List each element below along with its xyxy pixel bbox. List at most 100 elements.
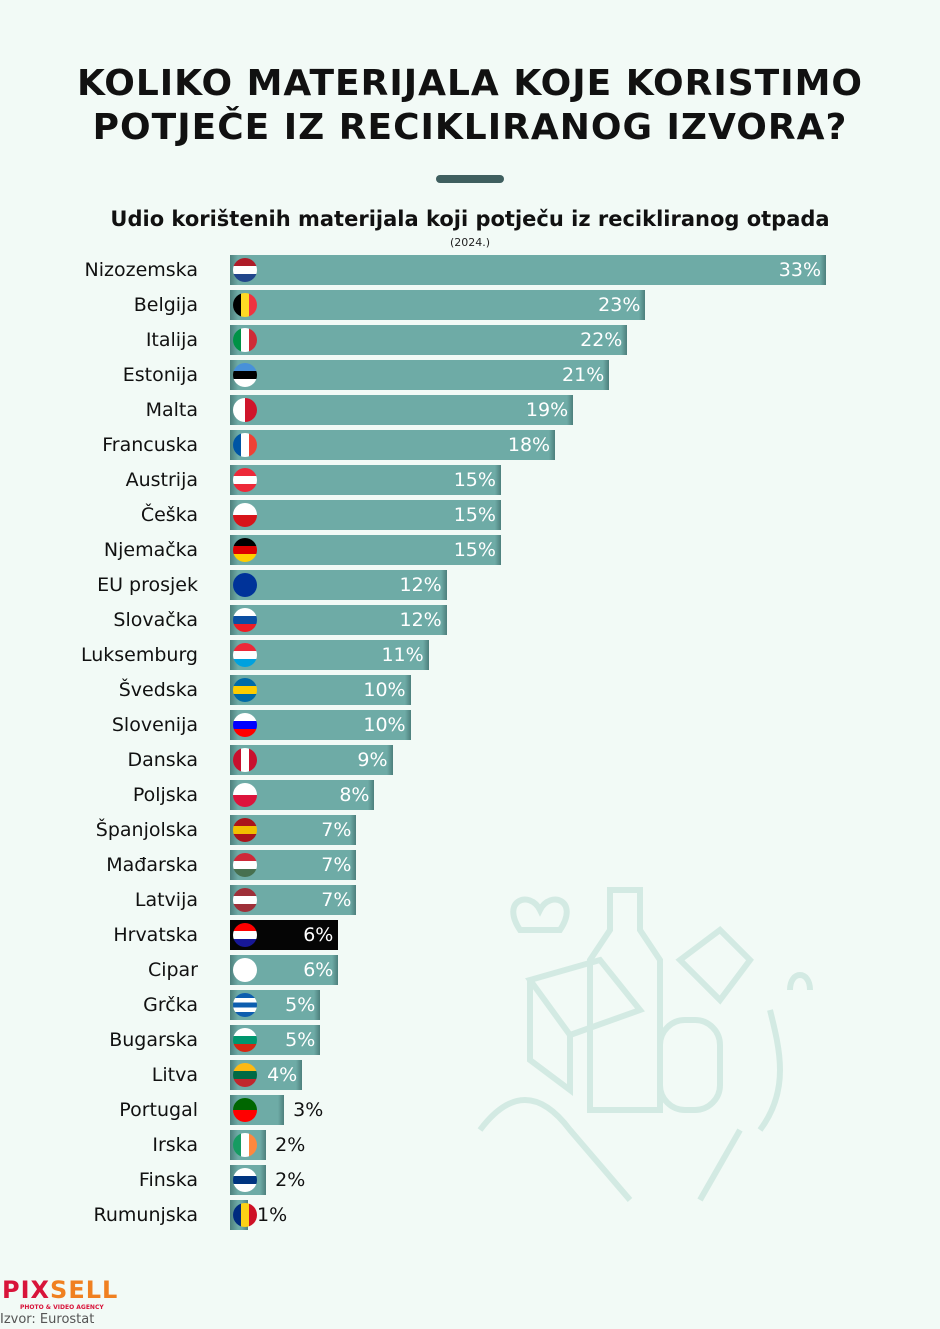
flag-icon bbox=[233, 993, 257, 1017]
value-label: 22% bbox=[580, 329, 623, 351]
bar-row: EU prosjek 12% bbox=[0, 570, 940, 600]
bar-row: Portugal 3% bbox=[0, 1095, 940, 1125]
bar-row: Mađarska 7% bbox=[0, 850, 940, 880]
category-label: Bugarska bbox=[109, 1029, 198, 1051]
flag-icon bbox=[233, 538, 257, 562]
bar-row: Hrvatska 6% bbox=[0, 920, 940, 950]
category-label: Danska bbox=[127, 749, 198, 771]
value-label: 6% bbox=[303, 924, 334, 946]
source-note: Izvor: Eurostat bbox=[0, 1312, 95, 1327]
bar bbox=[230, 430, 556, 460]
category-label: Irska bbox=[152, 1134, 198, 1156]
bar-row: Belgija 23% bbox=[0, 290, 940, 320]
category-label: Nizozemska bbox=[84, 259, 198, 281]
category-label: Grčka bbox=[143, 994, 198, 1016]
category-label: Austrija bbox=[125, 469, 198, 491]
category-label: Poljska bbox=[132, 784, 198, 806]
value-label: 3% bbox=[293, 1099, 324, 1121]
category-label: Mađarska bbox=[106, 854, 198, 876]
bar-row: Rumunjska 1% bbox=[0, 1200, 940, 1230]
bar-row: Finska 2% bbox=[0, 1165, 940, 1195]
value-label: 19% bbox=[525, 399, 569, 421]
value-label: 8% bbox=[339, 784, 370, 806]
flag-icon bbox=[233, 923, 257, 947]
category-label: Cipar bbox=[147, 959, 198, 981]
bar-row: Švedska 10% bbox=[0, 675, 940, 705]
pixsell-logo: PIXSELL bbox=[2, 1278, 118, 1303]
value-label: 11% bbox=[381, 644, 424, 666]
flag-icon bbox=[233, 503, 257, 527]
flag-icon bbox=[233, 783, 257, 807]
bar bbox=[230, 710, 411, 740]
value-label: 10% bbox=[363, 714, 406, 736]
bar bbox=[230, 605, 447, 635]
logo-tagline: PHOTO & VIDEO AGENCY bbox=[20, 1304, 104, 1311]
bar-row: Cipar 6% bbox=[0, 955, 940, 985]
bar-row: Latvija 7% bbox=[0, 885, 940, 915]
chart-title: Udio korištenih materijala koji potječu … bbox=[110, 207, 830, 231]
bar-row: Italija 22% bbox=[0, 325, 940, 355]
title-line-1: KOLIKO MATERIJALA KOJE KORISTIMO bbox=[76, 63, 864, 104]
value-label: 2% bbox=[275, 1169, 306, 1191]
category-label: Finska bbox=[138, 1169, 198, 1191]
category-label: Estonija bbox=[122, 364, 198, 386]
category-label: Italija bbox=[145, 329, 198, 351]
bar-row: Malta 19% bbox=[0, 395, 940, 425]
bar bbox=[230, 535, 501, 565]
bar-row: Litva 4% bbox=[0, 1060, 940, 1090]
flag-icon bbox=[233, 1098, 257, 1122]
bar-row: Francuska 18% bbox=[0, 430, 940, 460]
flag-icon bbox=[233, 1203, 257, 1227]
value-label: 21% bbox=[562, 364, 605, 386]
flag-icon bbox=[233, 363, 257, 387]
category-label: Malta bbox=[145, 399, 198, 421]
bar-row: Češka 15% bbox=[0, 500, 940, 530]
flag-icon bbox=[233, 888, 257, 912]
value-label: 33% bbox=[778, 259, 821, 281]
category-label: Francuska bbox=[102, 434, 198, 456]
flag-icon bbox=[233, 678, 257, 702]
value-label: 15% bbox=[453, 469, 496, 491]
value-label: 18% bbox=[507, 434, 551, 456]
value-label: 9% bbox=[357, 749, 388, 771]
bar-row: Austrija 15% bbox=[0, 465, 940, 495]
bar bbox=[230, 465, 501, 495]
category-label: Slovenija bbox=[111, 714, 198, 736]
page-title: KOLIKO MATERIJALA KOJE KORISTIMO POTJEČE… bbox=[0, 62, 940, 150]
category-label: Latvija bbox=[134, 889, 198, 911]
bar-row: Irska 2% bbox=[0, 1130, 940, 1160]
flag-icon bbox=[233, 573, 257, 597]
value-label: 12% bbox=[399, 574, 442, 596]
logo-part-1: PIX bbox=[2, 1276, 51, 1304]
bar-row: Luksemburg 11% bbox=[0, 640, 940, 670]
bar-row: Danska 9% bbox=[0, 745, 940, 775]
bar-row: Španjolska 7% bbox=[0, 815, 940, 845]
bar bbox=[230, 570, 447, 600]
value-label: 5% bbox=[285, 1029, 316, 1051]
flag-icon bbox=[233, 1028, 257, 1052]
flag-icon bbox=[233, 1168, 257, 1192]
flag-icon bbox=[233, 328, 257, 352]
category-label: Belgija bbox=[133, 294, 198, 316]
bar-row: Slovenija 10% bbox=[0, 710, 940, 740]
category-label: Češka bbox=[140, 504, 198, 526]
flag-icon bbox=[233, 818, 257, 842]
bar-row: Estonija 21% bbox=[0, 360, 940, 390]
flag-icon bbox=[233, 713, 257, 737]
value-label: 7% bbox=[321, 889, 352, 911]
bar bbox=[230, 360, 610, 390]
value-label: 15% bbox=[453, 504, 496, 526]
chart-subtitle: (2024.) bbox=[449, 236, 491, 249]
flag-icon bbox=[233, 258, 257, 282]
flag-icon bbox=[233, 608, 257, 632]
value-label: 4% bbox=[267, 1064, 298, 1086]
category-label: Slovačka bbox=[113, 609, 198, 631]
logo-part-2: SELL bbox=[50, 1276, 119, 1304]
flag-icon bbox=[233, 293, 257, 317]
title-line-2: POTJEČE IZ RECIKLIRANOG IZVORA? bbox=[92, 107, 848, 148]
bar bbox=[230, 500, 501, 530]
bar bbox=[230, 325, 628, 355]
category-label: Luksemburg bbox=[80, 644, 198, 666]
flag-icon bbox=[233, 433, 257, 457]
category-label: EU prosjek bbox=[97, 574, 198, 596]
